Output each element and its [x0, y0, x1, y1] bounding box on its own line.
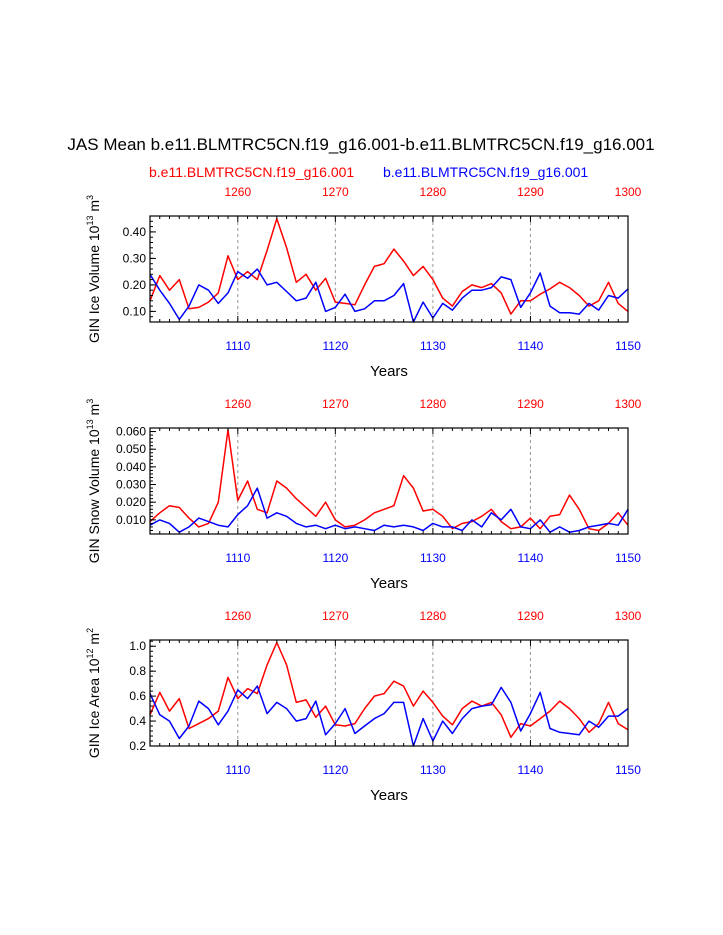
x-top-tick-label: 1290 [517, 397, 544, 411]
x-axis-label: Years [370, 787, 408, 804]
x-top-tick-label: 1260 [224, 185, 251, 199]
x-bottom-tick-label: 1130 [420, 551, 446, 565]
y-tick-label: 0.030 [116, 478, 146, 492]
x-bottom-tick-label: 1130 [420, 339, 446, 353]
x-bottom-tick-label: 1130 [420, 763, 446, 777]
x-bottom-tick-label: 1150 [615, 763, 641, 777]
y-tick-label: 0.010 [116, 513, 146, 527]
x-axis-label: Years [370, 575, 408, 592]
y-axis-label: GIN Ice Volume 1013 m3 [85, 195, 102, 343]
panel-ice-area: 0.2 0.4 0.6 0.8 1.0 1110 1120 1130 1140 1150 1260 1… [85, 609, 642, 804]
x-bottom-tick-label: 1110 [225, 551, 250, 565]
x-bottom-tick-label: 1120 [322, 551, 348, 565]
y-tick-label: 0.2 [129, 739, 146, 753]
series-blue-line [149, 487, 629, 533]
x-top-tick-label: 1280 [420, 397, 447, 411]
y-tick-label: 1.0 [129, 639, 146, 653]
y-axis-label: GIN Ice Area 1012 m2 [85, 628, 102, 758]
x-bottom-tick-label: 1150 [615, 551, 641, 565]
x-bottom-tick-label: 1150 [615, 339, 641, 353]
x-top-tick-label: 1270 [322, 609, 349, 623]
legend-blue-label: b.e11.BLMTRC5CN.f19_g16.001 [383, 164, 588, 180]
x-top-tick-label: 1290 [517, 185, 544, 199]
x-top-tick-label: 1300 [615, 185, 642, 199]
x-top-tick-label: 1280 [420, 609, 447, 623]
plot-frame [149, 639, 629, 747]
x-top-tick-label: 1280 [420, 185, 447, 199]
x-bottom-tick-label: 1110 [225, 763, 250, 777]
series-blue-line [149, 685, 629, 747]
x-top-tick-label: 1270 [322, 397, 349, 411]
x-bottom-tick-label: 1140 [518, 763, 544, 777]
x-bottom-tick-label: 1120 [322, 763, 348, 777]
y-tick-label: 0.8 [129, 664, 146, 678]
x-top-tick-label: 1300 [615, 609, 642, 623]
x-top-tick-label: 1300 [615, 397, 642, 411]
y-tick-label: 0.30 [123, 251, 147, 265]
x-bottom-tick-label: 1120 [322, 339, 348, 353]
y-tick-label: 0.4 [129, 714, 146, 728]
y-tick-label: 0.060 [116, 425, 146, 439]
y-tick-label: 0.20 [123, 278, 147, 292]
x-bottom-tick-label: 1140 [518, 339, 544, 353]
x-bottom-tick-label: 1110 [225, 339, 250, 353]
y-tick-label: 0.020 [116, 495, 146, 509]
series-red-line [149, 429, 629, 532]
x-axis-label: Years [370, 363, 408, 380]
series-red-line [149, 217, 629, 315]
series-red-line [149, 641, 629, 739]
y-tick-label: 0.050 [116, 442, 146, 456]
series-blue-line [149, 268, 629, 323]
panel-snow-volume: 0.010 0.020 0.030 0.040 0.050 0.060 1110 1120 11… [85, 397, 642, 592]
y-axis-label: GIN Snow Volume 1013 m3 [85, 399, 102, 563]
panel-ice-volume: 0.10 0.20 0.30 0.40 1110 1120 1130 1140 1150 1260… [85, 185, 642, 380]
x-top-tick-label: 1260 [224, 609, 251, 623]
x-top-tick-label: 1290 [517, 609, 544, 623]
figure-title: JAS Mean b.e11.BLMTRC5CN.f19_g16.001-b.e… [67, 135, 654, 154]
y-tick-label: 0.40 [123, 225, 147, 239]
x-top-tick-label: 1270 [322, 185, 349, 199]
x-top-tick-label: 1260 [224, 397, 251, 411]
x-bottom-tick-label: 1140 [518, 551, 544, 565]
legend-red-label: b.e11.BLMTRC5CN.f19_g16.001 [149, 164, 354, 180]
y-tick-label: 0.040 [116, 460, 146, 474]
y-tick-label: 0.10 [123, 304, 147, 318]
plot-frame [149, 215, 629, 323]
y-tick-label: 0.6 [129, 689, 146, 703]
